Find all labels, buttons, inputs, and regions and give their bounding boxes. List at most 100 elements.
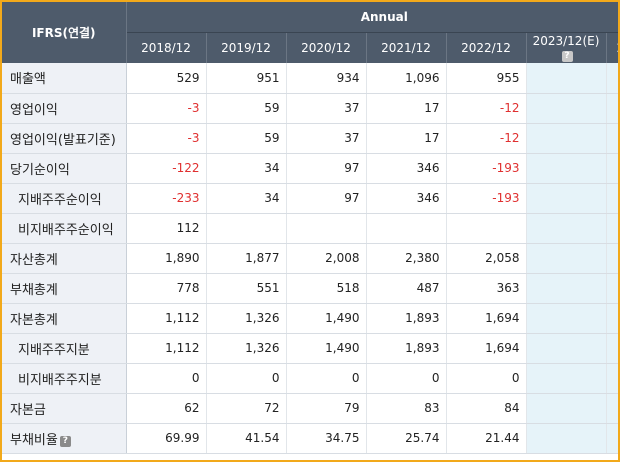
year-header-1: 2019/12: [205, 32, 286, 63]
value-cell: 1,893: [365, 333, 446, 364]
row-label-text: 부채총계: [10, 282, 58, 298]
table-row: 비지배주주순이익 112: [2, 213, 618, 244]
value-cell: 34: [205, 183, 286, 214]
estimate-cell: [605, 363, 618, 394]
value-cell: 1,326: [205, 333, 286, 364]
table-row: 자산총계 1,890 1,877 2,008 2,380 2,058: [2, 243, 618, 274]
row-label: 당기순이익: [2, 153, 127, 184]
estimate-cell: [525, 93, 606, 124]
row-label-text: 자본금: [10, 402, 46, 418]
row-label: 자본금: [2, 393, 127, 424]
year-label: 2021/12: [381, 40, 431, 55]
value-cell: 0: [125, 363, 206, 394]
row-label: 비지배주주지분: [2, 363, 127, 394]
question-icon[interactable]: ?: [59, 435, 71, 447]
value-cell: [285, 213, 366, 244]
value-cell: 934: [285, 63, 366, 94]
estimate-cell: [605, 423, 618, 454]
table-row: 영업이익 -3 59 37 17 -12: [2, 93, 618, 124]
ifrs-corner-header: IFRS(연결): [2, 2, 127, 63]
row-label: 부채비율?: [2, 423, 127, 454]
value-cell: 551: [205, 273, 286, 304]
row-label-text: 비지배주주순이익: [18, 222, 114, 238]
financial-table: IFRS(연결) Annual 2018/12 2019/12 2020/12 202…: [2, 2, 618, 454]
value-cell: 1,112: [125, 333, 206, 364]
estimate-cell: [605, 153, 618, 184]
row-label-text: 당기순이익: [10, 162, 70, 178]
value-cell: 1,694: [445, 333, 526, 364]
value-cell: 487: [365, 273, 446, 304]
value-cell: 112: [125, 213, 206, 244]
estimate-cell: [525, 153, 606, 184]
value-cell: 59: [205, 123, 286, 154]
year-header-0: 2018/12: [125, 32, 206, 63]
value-cell: -233: [125, 183, 206, 214]
estimate-cell: [605, 393, 618, 424]
row-label-text: 부채비율: [10, 432, 58, 448]
year-label: 2022/12: [461, 40, 511, 55]
value-cell: -3: [125, 123, 206, 154]
table-row: 부채총계 778 551 518 487 363: [2, 273, 618, 304]
table-row: 부채비율? 69.99 41.54 34.75 25.74 21.44: [2, 423, 618, 454]
row-label: 비지배주주순이익: [2, 213, 127, 244]
estimate-cell: [525, 63, 606, 94]
estimate-cell: [525, 183, 606, 214]
value-cell: 346: [365, 183, 446, 214]
row-label-text: 지배주주지분: [18, 342, 90, 358]
value-cell: [365, 213, 446, 244]
table-row: 지배주주순이익 -233 34 97 346 -193: [2, 183, 618, 214]
question-icon[interactable]: ?: [561, 50, 573, 62]
value-cell: 363: [445, 273, 526, 304]
value-cell: 0: [205, 363, 286, 394]
value-cell: 1,877: [205, 243, 286, 274]
row-label-text: 지배주주순이익: [18, 192, 102, 208]
value-cell: -12: [445, 93, 526, 124]
year-label: 2023/12(E): [532, 33, 600, 48]
value-cell: 72: [205, 393, 286, 424]
estimate-cell: [525, 363, 606, 394]
value-cell: 34.75: [285, 423, 366, 454]
value-cell: -12: [445, 123, 526, 154]
estimate-cell: [525, 393, 606, 424]
value-cell: 37: [285, 93, 366, 124]
row-label-text: 매출액: [10, 72, 46, 88]
value-cell: 1,490: [285, 333, 366, 364]
value-cell: 84: [445, 393, 526, 424]
value-cell: 37: [285, 123, 366, 154]
table-row: 영업이익(발표기준) -3 59 37 17 -12: [2, 123, 618, 154]
year-header-2: 2020/12: [285, 32, 366, 63]
value-cell: 0: [365, 363, 446, 394]
estimate-cell: [605, 93, 618, 124]
year-label: 2020/12: [301, 40, 351, 55]
year-header-3: 2021/12: [365, 32, 446, 63]
estimate-cell: [605, 213, 618, 244]
value-cell: 2,380: [365, 243, 446, 274]
estimate-cell: [525, 303, 606, 334]
value-cell: 34: [205, 153, 286, 184]
value-cell: 0: [285, 363, 366, 394]
value-cell: 1,490: [285, 303, 366, 334]
estimate-cell: [605, 63, 618, 94]
row-label: 지배주주지분: [2, 333, 127, 364]
value-cell: 1,694: [445, 303, 526, 334]
value-cell: 778: [125, 273, 206, 304]
value-cell: 69.99: [125, 423, 206, 454]
row-label-text: 자산총계: [10, 252, 58, 268]
table-row: 지배주주지분 1,112 1,326 1,490 1,893 1,694: [2, 333, 618, 364]
value-cell: 17: [365, 93, 446, 124]
value-cell: 0: [445, 363, 526, 394]
value-cell: 955: [445, 63, 526, 94]
year-header-4: 2022/12: [445, 32, 526, 63]
value-cell: 951: [205, 63, 286, 94]
value-cell: 1,890: [125, 243, 206, 274]
value-cell: 2,008: [285, 243, 366, 274]
value-cell: 79: [285, 393, 366, 424]
year-header-6: 20: [605, 32, 618, 63]
annual-group-header: Annual: [126, 2, 618, 33]
value-cell: 83: [365, 393, 446, 424]
value-cell: -193: [445, 153, 526, 184]
value-cell: 346: [365, 153, 446, 184]
value-cell: 1,893: [365, 303, 446, 334]
row-label-text: 자본총계: [10, 312, 58, 328]
